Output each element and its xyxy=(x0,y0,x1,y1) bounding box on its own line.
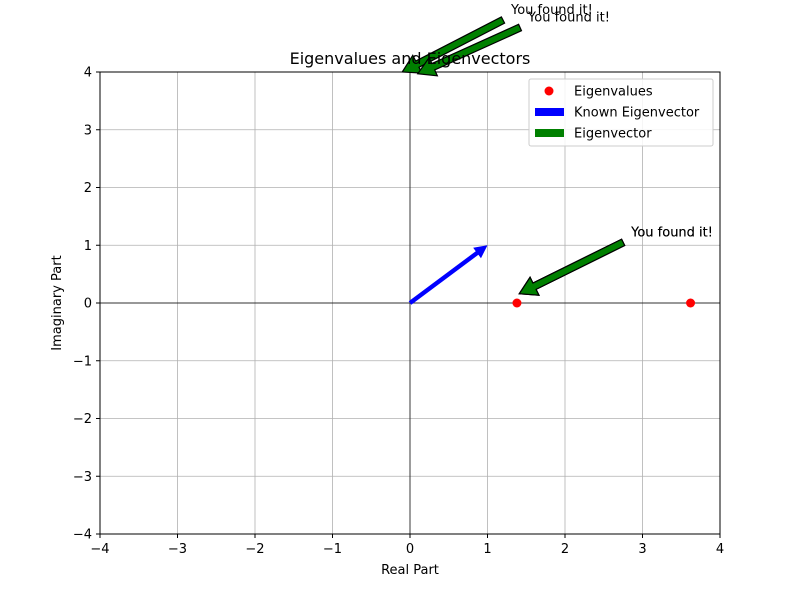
y-tick-label: −4 xyxy=(73,528,92,543)
annotation-label: You found it! xyxy=(510,3,593,18)
y-tick-label: 4 xyxy=(84,66,92,81)
annotation-arrow xyxy=(518,238,626,296)
legend-label: Eigenvector xyxy=(574,127,652,142)
known-eigenvector-arrow xyxy=(408,245,488,305)
y-tick-label: 0 xyxy=(84,297,92,312)
x-tick-label: 3 xyxy=(638,542,646,557)
x-axis-label: Real Part xyxy=(381,563,439,578)
eigenvalue-point xyxy=(686,298,696,308)
y-tick-label: −2 xyxy=(73,412,92,427)
marks-layer xyxy=(408,245,696,308)
legend-patch-eigenvector xyxy=(535,129,564,137)
legend: Eigenvalues Known Eigenvector Eigenvector xyxy=(528,78,714,147)
y-tick-label: −3 xyxy=(73,470,92,485)
eigenvalue-point xyxy=(512,298,522,308)
y-tick-label: −1 xyxy=(73,354,92,369)
y-axis-label: Imaginary Part xyxy=(50,255,65,350)
chart-title: Eigenvalues and Eigenvectors xyxy=(290,49,531,68)
annotation-arrow xyxy=(416,23,523,77)
annotations-layer: You found it!You found it!You found it!Y… xyxy=(401,3,713,296)
x-tick-label: −2 xyxy=(245,542,264,557)
x-tick-label: −1 xyxy=(323,542,342,557)
annotation-label: You found it! xyxy=(630,225,713,240)
x-tick-label: 0 xyxy=(406,542,414,557)
annotation-label: You found it! xyxy=(527,11,610,26)
x-tick-label: −3 xyxy=(168,542,187,557)
ticks-layer: −4 −3 −2 −1 0 1 2 3 4 −4 −3 −2 −1 0 1 2 3 4 xyxy=(73,66,724,558)
x-tick-label: 2 xyxy=(561,542,569,557)
legend-box xyxy=(528,78,714,147)
y-tick-label: 2 xyxy=(84,181,92,196)
x-tick-label: 1 xyxy=(483,542,491,557)
annotation-label: You found it! xyxy=(630,225,713,240)
x-tick-label: 4 xyxy=(716,542,724,557)
legend-label: Eigenvalues xyxy=(574,85,653,100)
y-tick-label: 3 xyxy=(84,123,92,138)
legend-patch-known-eigenvector xyxy=(535,108,564,116)
y-tick-label: 1 xyxy=(84,239,92,254)
legend-label: Known Eigenvector xyxy=(574,106,700,121)
legend-marker-eigenvalues xyxy=(544,86,554,96)
x-tick-label: −4 xyxy=(90,542,109,557)
